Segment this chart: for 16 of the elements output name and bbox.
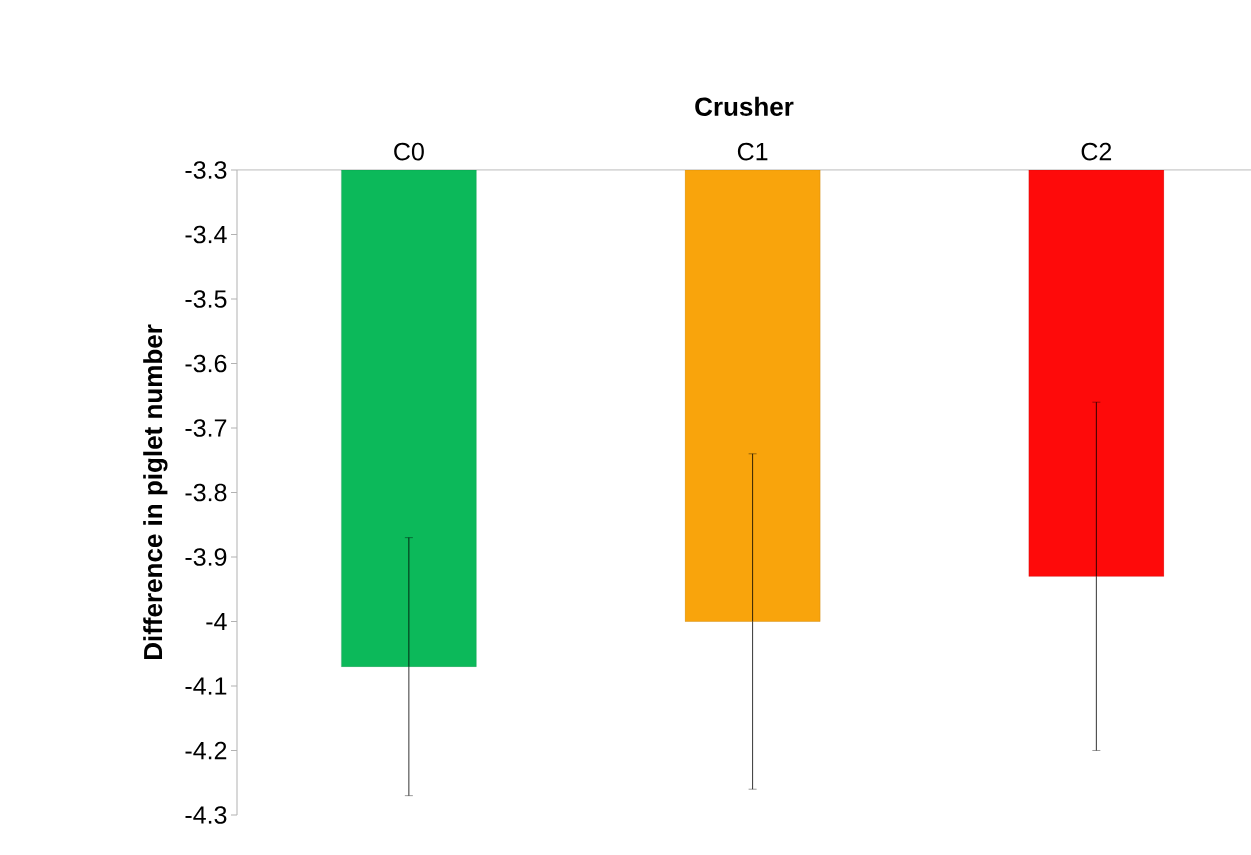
y-tick-label: -4.2 [185,741,227,760]
y-tick-label: -4.1 [185,677,227,695]
x-tick-label: C0 [394,142,424,161]
x-tick-label: C2 [1081,142,1112,161]
x-tick-label: C1 [737,142,768,161]
y-tick-label: -4 [206,612,227,631]
y-tick-label: -3.8 [185,483,227,502]
y-tick-label: -3.9 [185,548,227,566]
y-tick-label: -3.5 [185,290,227,308]
y-tick-label: -3.3 [185,161,227,179]
y-tick-label: -3.7 [185,419,227,437]
y-tick-label: -4.3 [185,806,227,824]
x-axis-title: Crusher [695,96,794,116]
y-tick-label: -3.6 [185,354,227,373]
y-axis-title: Difference in piglet number [143,324,168,660]
y-tick-label: -3.4 [185,225,227,244]
